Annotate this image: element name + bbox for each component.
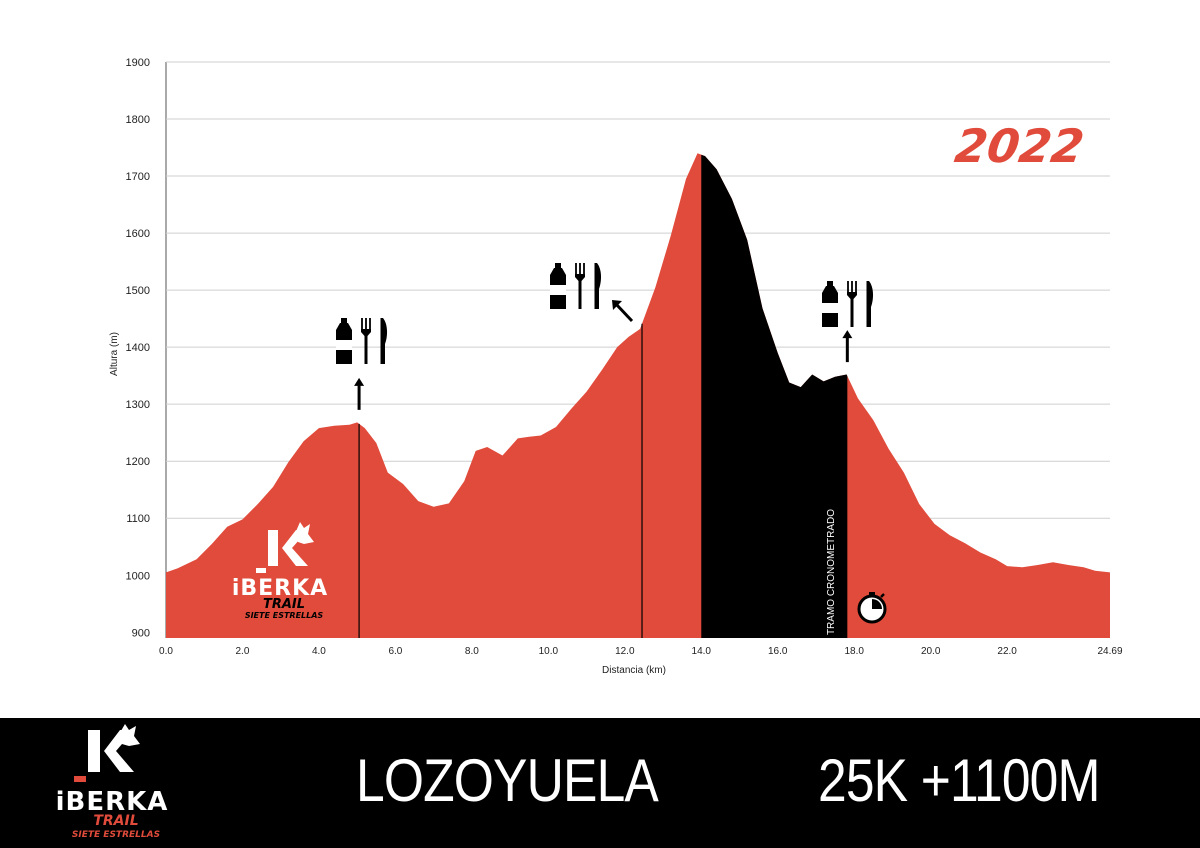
x-tick-label: 10.0 xyxy=(539,646,559,657)
knife-icon xyxy=(380,318,388,364)
x-tick-label: 20.0 xyxy=(921,646,941,657)
logo-brand: iBERKA xyxy=(232,576,328,601)
y-tick-label: 1400 xyxy=(126,342,150,354)
logo-subtitle: SIETE ESTRELLAS xyxy=(245,611,324,620)
y-tick-label: 1800 xyxy=(126,114,150,126)
water-bottle-icon xyxy=(550,263,566,309)
x-tick-label: 0.0 xyxy=(159,646,173,657)
timed-segment-area xyxy=(701,154,848,638)
logo-trail: TRAIL xyxy=(263,597,305,612)
x-tick-label: 14.0 xyxy=(692,646,712,657)
y-tick-label: 1500 xyxy=(126,285,150,297)
y-tick-label: 1300 xyxy=(126,399,150,411)
y-tick-label: 1100 xyxy=(126,513,150,525)
footer-logo-brand: iBERKA xyxy=(56,787,169,817)
y-tick-label: 1200 xyxy=(126,456,150,468)
aid-station xyxy=(822,281,874,363)
footer-logo-trail: TRAIL xyxy=(93,813,138,829)
x-axis-ticks: 0.0 2.0 4.0 6.0 8.0 10.0 12.0 14.0 16.0 18.0 20.0 2… xyxy=(159,646,1123,657)
fork-icon xyxy=(361,318,371,364)
elevation-profile xyxy=(166,153,1110,638)
footer-logo-k-shape xyxy=(104,730,134,772)
wolf-icon xyxy=(294,522,314,544)
y-tick-label: 1000 xyxy=(126,570,150,582)
iberika-logo-footer: iBERKA TRAIL SIETE ESTRELLAS xyxy=(56,724,169,840)
y-axis-title: Altura (m) xyxy=(109,332,120,376)
fork-icon xyxy=(847,281,857,327)
knife-icon xyxy=(594,263,602,309)
arrow-up-icon xyxy=(354,377,365,410)
x-axis-title: Distancia (km) xyxy=(602,665,666,676)
footer-logo-flag xyxy=(74,776,86,782)
elevation-area xyxy=(166,153,1110,638)
arrow-diagonal-icon xyxy=(612,300,634,323)
water-bottle-icon xyxy=(822,281,838,327)
x-tick-label: 6.0 xyxy=(388,646,402,657)
knife-icon xyxy=(866,281,874,327)
fork-icon xyxy=(575,263,585,309)
iberika-logo-chart: iBERKA TRAIL SIETE ESTRELLAS xyxy=(232,522,328,620)
race-distance-elevation: 25K +1100M xyxy=(818,747,1100,814)
stopwatch-icon xyxy=(857,592,887,624)
y-axis-ticks: 900 1000 1100 1200 1300 1400 1500 1600 1700 1800 1… xyxy=(126,57,150,639)
water-bottle-icon xyxy=(336,318,352,364)
y-tick-label: 1700 xyxy=(126,171,150,183)
x-tick-label: 18.0 xyxy=(844,646,864,657)
timed-segment-label: TRAMO CRONOMETRADO xyxy=(826,509,837,635)
y-tick-label: 1600 xyxy=(126,228,150,240)
footer-wolf-icon xyxy=(118,724,140,746)
y-tick-label: 1900 xyxy=(126,57,150,69)
x-tick-label: 24.69 xyxy=(1097,646,1122,657)
footer-logo-subtitle: SIETE ESTRELLAS xyxy=(72,830,160,840)
x-tick-label: 2.0 xyxy=(236,646,250,657)
x-tick-label: 16.0 xyxy=(768,646,788,657)
x-tick-label: 22.0 xyxy=(997,646,1017,657)
x-tick-label: 4.0 xyxy=(312,646,326,657)
footer-logo-i-bar xyxy=(88,730,100,772)
y-tick-label: 900 xyxy=(132,627,150,639)
logo-flag xyxy=(256,568,266,573)
logo-i-bar xyxy=(268,530,278,566)
aid-station xyxy=(550,263,643,638)
aid-station xyxy=(336,318,388,638)
arrow-up-icon xyxy=(842,330,853,363)
x-tick-label: 8.0 xyxy=(465,646,479,657)
year-label: 2022 xyxy=(952,119,1088,173)
location-title: LOZOYUELA xyxy=(356,747,659,814)
aid-station-markers xyxy=(336,263,874,638)
footer-bar xyxy=(0,718,1200,848)
x-tick-label: 12.0 xyxy=(615,646,635,657)
